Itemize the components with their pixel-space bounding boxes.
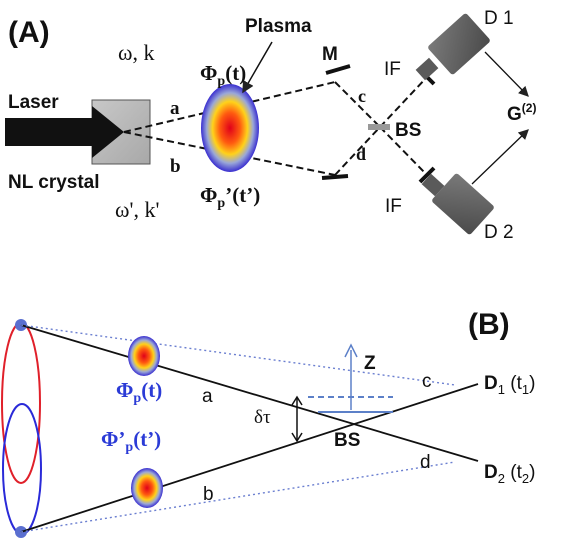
mirror-bottom <box>321 174 349 180</box>
panel-b-label: (B) <box>468 308 510 341</box>
z-label: Z <box>364 353 376 374</box>
beam-b-dotted <box>20 461 456 533</box>
beam-c-path <box>379 75 429 128</box>
filter-bottom-label: IF <box>385 196 402 217</box>
arrow-d1-g2 <box>484 51 529 97</box>
beam-a-label: a <box>170 98 180 119</box>
delay-arrow-head-top <box>291 395 303 406</box>
phi-top-a: Φp(t) <box>200 61 246 89</box>
phi-top-b: Φp(t) <box>116 378 162 406</box>
detector-2-label-b: D2 (t2) <box>484 462 535 486</box>
phi-bottom-b: Φ’p(t’) <box>101 427 161 455</box>
beam-c-label-b: c <box>422 371 432 392</box>
panel-a-label: (A) <box>8 16 50 49</box>
omega-k-bottom: ω', k' <box>115 197 159 222</box>
panel-a: (A) Laser NL crystal ω, k ω', k' Plasma … <box>5 8 536 243</box>
beamsplitter-b-label: BS <box>334 430 360 451</box>
mirror-label: M <box>322 44 338 65</box>
beam-d-path <box>379 126 429 177</box>
delay-arrow-head-bottom <box>291 432 303 443</box>
arrow-d2-g2 <box>471 129 529 185</box>
beam-d-label: d <box>356 144 366 164</box>
beam-a-dotted <box>20 324 456 386</box>
beamsplitter-a <box>368 124 390 130</box>
beamsplitter-a-label: BS <box>395 120 421 141</box>
red-ellipse <box>1 322 41 484</box>
beam-b-label: b <box>170 156 181 177</box>
detector-2 <box>421 173 494 235</box>
detector-1-label-b: D1 (t1) <box>484 373 535 397</box>
phi-bottom-a: Φp’(t’) <box>200 183 260 211</box>
mirror-top <box>325 64 351 75</box>
crystal-label: NL crystal <box>8 172 100 193</box>
filter-top-label: IF <box>384 59 401 80</box>
laser-arrow <box>5 106 124 158</box>
g2-label: G(2) <box>507 101 536 125</box>
detector-2-label: D 2 <box>484 222 514 243</box>
beam-a-label-b: a <box>202 386 213 407</box>
blue-ellipse <box>2 403 42 535</box>
z-axis-arrow <box>344 343 358 358</box>
delay-label: δτ <box>254 407 271 428</box>
beam-a-path <box>123 81 336 133</box>
panel-b: (B) Φp(t) Φ’p(t’) a b c d Z BS <box>1 308 535 538</box>
beam-c-label: c <box>358 86 366 106</box>
omega-k-top: ω, k <box>118 40 154 65</box>
detector-1-label: D 1 <box>484 8 514 29</box>
beam-b-solid <box>20 383 479 533</box>
beam-a-solid <box>20 324 479 462</box>
beam-b-path <box>123 131 336 176</box>
beam-d-label-b: d <box>420 452 431 473</box>
plasma-spot <box>201 84 259 172</box>
plasma-spot-bottom <box>131 468 163 508</box>
plasma-spot-top <box>128 336 160 376</box>
detector-1 <box>415 13 490 81</box>
filter-bottom <box>418 166 436 184</box>
beam-b-label-b: b <box>203 484 214 505</box>
plasma-arrow <box>242 41 273 94</box>
plasma-label: Plasma <box>245 16 312 37</box>
laser-label: Laser <box>8 92 59 113</box>
